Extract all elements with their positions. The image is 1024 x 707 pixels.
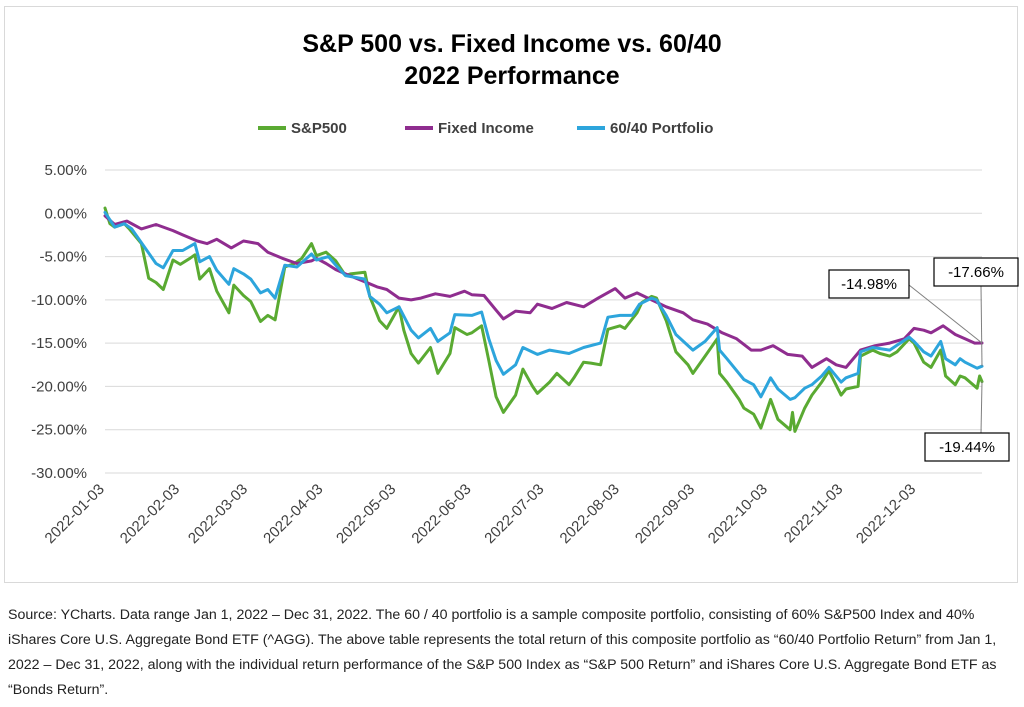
x-tick-label: 2022-06-03 bbox=[408, 481, 474, 547]
callout-box bbox=[828, 269, 910, 299]
callout-pointer bbox=[980, 381, 983, 434]
series-line bbox=[103, 210, 984, 401]
x-tick-label: 2022-10-03 bbox=[705, 481, 771, 547]
series-line bbox=[103, 206, 984, 433]
callout-box bbox=[933, 257, 1019, 287]
x-tick-label: 2022-02-03 bbox=[117, 481, 183, 547]
chart-frame bbox=[4, 6, 1018, 583]
callout-pointer bbox=[980, 285, 983, 367]
x-tick-label: 2022-03-03 bbox=[185, 481, 251, 547]
gridlines bbox=[105, 169, 982, 474]
callouts: -14.98% -17.66% -19.44% bbox=[828, 257, 1019, 462]
x-axis-ticks: 2022-01-03 2022-02-03 2022-03-03 2022-04-03… bbox=[42, 481, 920, 547]
x-tick-label: 2022-09-03 bbox=[632, 481, 698, 547]
y-tick-label: -20.00% bbox=[31, 378, 87, 395]
series-lines bbox=[103, 206, 984, 433]
y-tick-label: -25.00% bbox=[31, 422, 87, 439]
y-tick-label: 0.00% bbox=[44, 205, 87, 222]
y-axis-ticks: 5.00% 0.00% -5.00% -10.00% -15.00% -20.00% -25… bbox=[31, 162, 87, 482]
x-tick-label: 2022-12-03 bbox=[853, 481, 919, 547]
legend-label: S&P500 bbox=[291, 120, 347, 137]
y-tick-label: 5.00% bbox=[44, 162, 87, 179]
legend-label: 60/40 Portfolio bbox=[610, 120, 713, 137]
callout-pointer bbox=[908, 284, 983, 344]
x-tick-label: 2022-01-03 bbox=[42, 481, 108, 547]
x-tick-label: 2022-05-03 bbox=[333, 481, 399, 547]
x-tick-label: 2022-04-03 bbox=[260, 481, 326, 547]
callout-label: -17.66% bbox=[948, 264, 1004, 281]
y-tick-label: -30.00% bbox=[31, 465, 87, 482]
x-tick-label: 2022-11-03 bbox=[781, 481, 846, 546]
callout-box bbox=[924, 432, 1010, 462]
x-tick-label: 2022-08-03 bbox=[557, 481, 623, 547]
callout-label: -14.98% bbox=[841, 276, 897, 293]
chart-svg: S&P 500 vs. Fixed Income vs. 60/40 2022 … bbox=[31, 30, 1019, 547]
callout-label: -19.44% bbox=[939, 439, 995, 456]
series-line bbox=[103, 214, 984, 369]
y-tick-label: -10.00% bbox=[31, 292, 87, 309]
y-tick-label: -15.00% bbox=[31, 335, 87, 352]
chart-legend: S&P500 Fixed Income 60/40 Portfolio bbox=[258, 120, 713, 137]
legend-label: Fixed Income bbox=[438, 120, 534, 137]
x-tick-label: 2022-07-03 bbox=[481, 481, 547, 547]
chart-title-line-2: 2022 Performance bbox=[404, 62, 620, 90]
y-tick-label: -5.00% bbox=[39, 249, 87, 266]
source-note: Source: YCharts. Data range Jan 1, 2022 … bbox=[8, 607, 997, 698]
chart-title-line-1: S&P 500 vs. Fixed Income vs. 60/40 bbox=[302, 30, 721, 58]
